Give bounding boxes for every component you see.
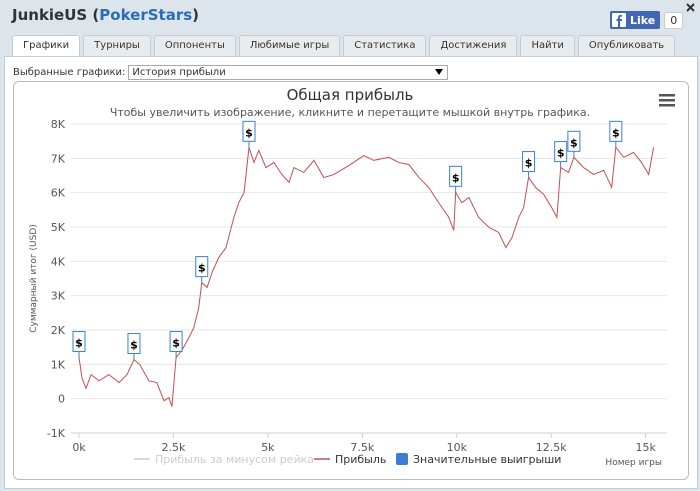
big-win-flag	[169, 330, 183, 352]
like-text: Like	[630, 13, 656, 27]
big-win-flag	[195, 256, 209, 278]
selector-row: Выбранные графики: История прибыли	[13, 65, 449, 80]
chart-subtitle: Чтобы увеличить изображение, кликните и …	[110, 106, 590, 119]
big-win-flag	[449, 165, 463, 187]
flag-label: $	[198, 262, 206, 275]
tab[interactable]: Опубликовать	[577, 35, 676, 56]
y-tick-label: 8K	[51, 118, 66, 131]
selector-value: История прибыли	[132, 67, 226, 78]
tab[interactable]: Любимые игры	[238, 35, 341, 56]
selector[interactable]: История прибыли	[128, 65, 449, 80]
flag-label: $	[612, 126, 620, 139]
legend-swatch	[396, 453, 408, 465]
y-tick-label: 4K	[51, 255, 66, 268]
tab[interactable]: Статистика	[343, 35, 427, 56]
dropdown-arrow	[435, 69, 444, 75]
y-tick-label: 5K	[51, 221, 66, 234]
x-tick-label: 15k	[635, 441, 656, 454]
big-win-flag	[609, 120, 623, 142]
like-count: 0	[664, 11, 684, 29]
big-win-flag	[127, 333, 141, 355]
flag-label: $	[452, 171, 460, 184]
big-win-flag	[72, 330, 86, 352]
y-tick-label: 0	[58, 393, 65, 406]
selector-label: Выбранные графики:	[13, 67, 126, 78]
like-widget: Like 0	[610, 11, 684, 29]
y-tick-label: 3K	[51, 290, 66, 303]
flag-label: $	[172, 336, 180, 349]
x-tick-label: 12.5k	[536, 441, 567, 454]
x-tick-label: 2.5k	[162, 441, 186, 454]
big-win-flag	[567, 130, 581, 152]
x-tick-label: 5k	[261, 441, 275, 454]
chart: Общая прибыль Чтобы увеличить изображени…	[29, 86, 675, 468]
chart-title: Общая прибыль	[287, 86, 414, 104]
x-tick-label: 0k	[72, 441, 86, 454]
like-button[interactable]: Like	[610, 11, 661, 29]
big-win-flag	[242, 120, 256, 142]
flag-label: $	[130, 339, 138, 352]
profit-line	[78, 146, 655, 407]
menu-icon[interactable]	[659, 94, 675, 107]
legend-label[interactable]: Значительные выигрыши	[413, 453, 561, 466]
flag-label: $	[75, 336, 83, 349]
y-tick-label: -1K	[47, 427, 66, 440]
big-win-flag	[522, 151, 536, 173]
tab[interactable]: Графики	[12, 35, 81, 56]
tab[interactable]: Достижения	[429, 35, 518, 56]
x-tick-label: 7.5k	[350, 441, 374, 454]
content: Выбранные графики: История прибыли Общая …	[4, 56, 698, 489]
fb-icon	[612, 13, 626, 27]
tab[interactable]: Турниры	[83, 35, 151, 56]
user-name: JunkieUS (	[12, 6, 100, 24]
flag-label: $	[245, 126, 253, 139]
page-header: JunkieUS (PokerStars)	[12, 6, 199, 24]
chart-frame: Общая прибыль Чтобы увеличить изображени…	[13, 81, 689, 480]
y-axis-label: Суммарный итог (USD)	[29, 224, 39, 333]
flag-label: $	[557, 147, 565, 160]
flag-label: $	[525, 157, 533, 170]
paren: )	[192, 6, 200, 24]
close-icon[interactable]	[686, 3, 695, 12]
site-link[interactable]: PokerStars	[99, 6, 193, 24]
x-tick-label: 10k	[447, 441, 468, 454]
legend-label[interactable]: Прибыль за минусом рейка	[155, 453, 314, 466]
y-tick-label: 2K	[51, 324, 66, 337]
x-axis-label: Номер игры	[605, 458, 662, 468]
legend-label[interactable]: Прибыль	[335, 453, 386, 466]
tab[interactable]: Оппоненты	[153, 35, 236, 56]
y-tick-label: 6K	[51, 187, 66, 200]
tab-bar: Графики Турниры Оппоненты Любимые игры Стати…	[12, 35, 678, 56]
y-tick-label: 7K	[51, 152, 66, 165]
tab[interactable]: Найти	[520, 35, 575, 56]
flag-label: $	[570, 136, 578, 149]
y-tick-label: 1K	[51, 358, 66, 371]
big-win-flag	[554, 141, 568, 163]
